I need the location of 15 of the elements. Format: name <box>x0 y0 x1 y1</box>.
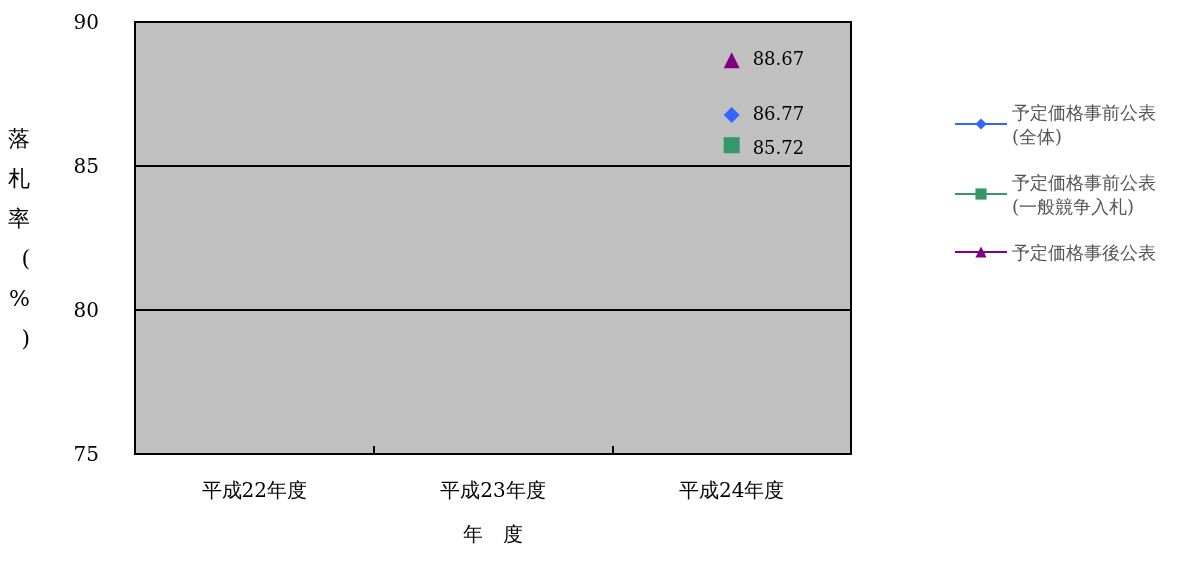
x-tick-label: 平成22年度 <box>201 478 308 502</box>
x-tick-label: 平成24年度 <box>678 478 785 502</box>
y-tick-label: 85 <box>73 154 99 178</box>
data-label: 85.72 <box>752 136 805 158</box>
x-axis-title: 年 度 <box>463 522 523 546</box>
x-tick-label: 平成23年度 <box>440 478 546 502</box>
y-tick-label: 80 <box>73 298 99 322</box>
data-label: 86.77 <box>752 102 805 124</box>
data-label: 88.67 <box>752 47 805 69</box>
y-tick-label: 90 <box>73 10 99 34</box>
legend-label: 予定価格事前公表(全体) <box>1012 101 1156 147</box>
y-axis-title: 落札率(%) <box>8 125 30 351</box>
y-tick-label: 75 <box>73 442 99 466</box>
legend-label: 予定価格事前公表(一般競争入札) <box>1012 171 1156 217</box>
legend-label: 予定価格事後公表 <box>1012 241 1156 263</box>
